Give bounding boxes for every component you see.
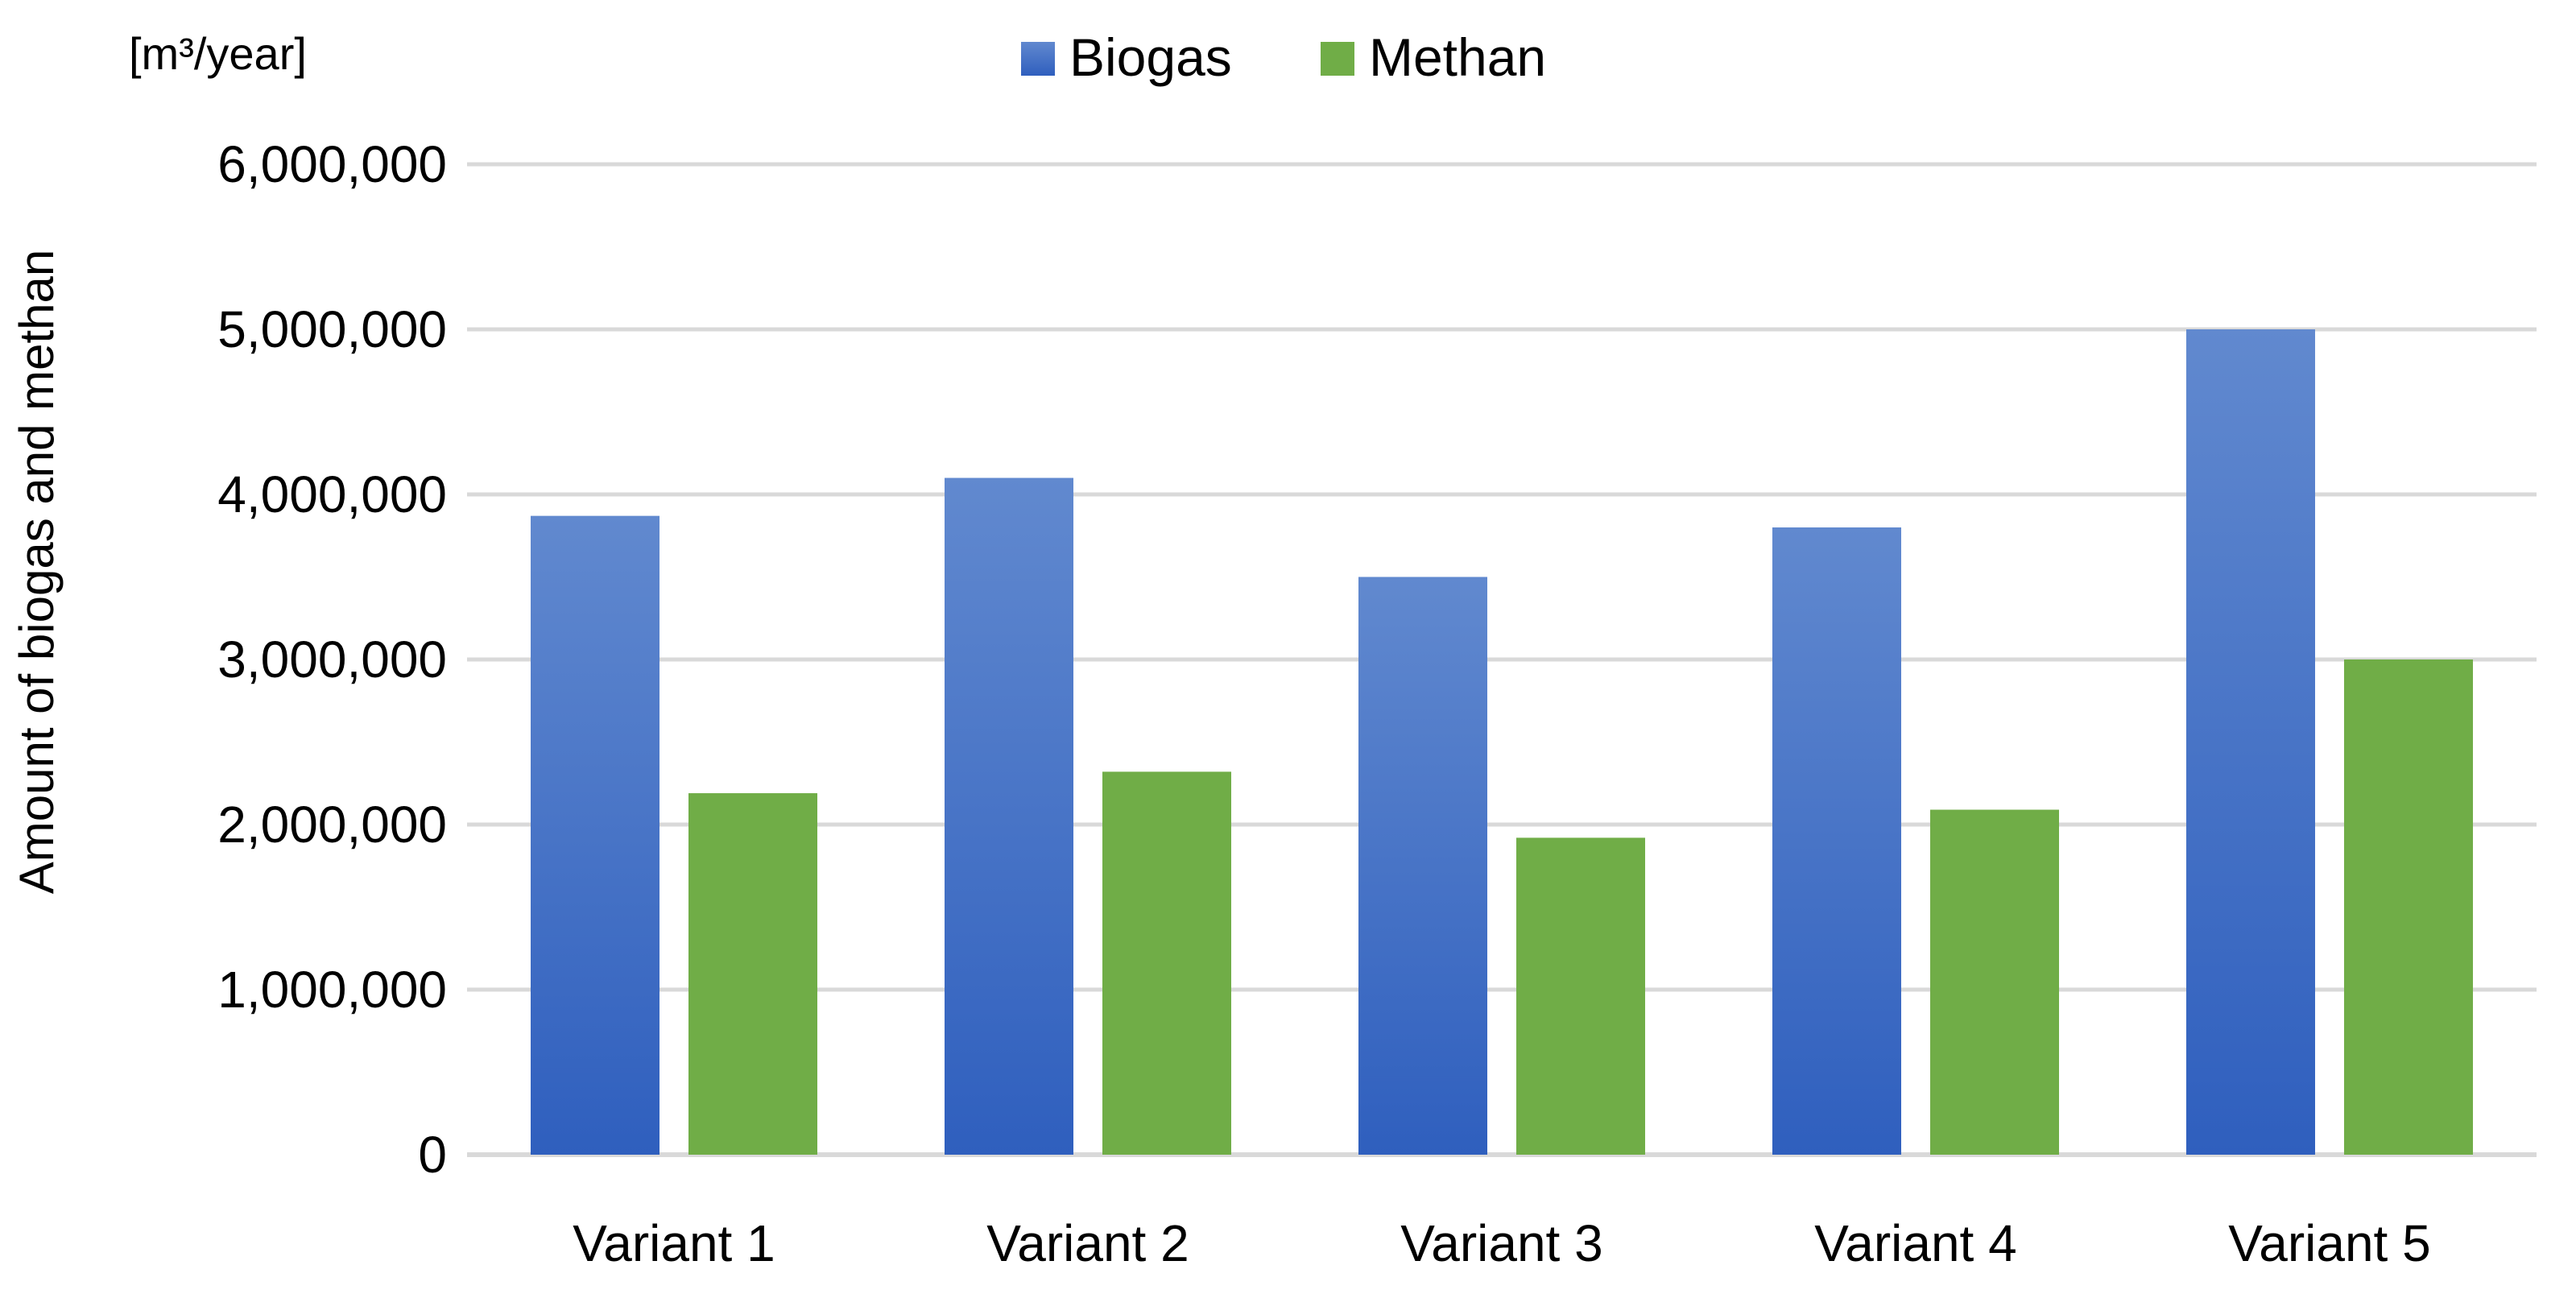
bar-methan	[1102, 771, 1231, 1155]
x-tick-label: Variant 4	[1814, 1214, 2016, 1272]
legend-label-biogas: Biogas	[1069, 27, 1232, 87]
x-tick-label: Variant 5	[2228, 1214, 2430, 1272]
bars	[531, 329, 2473, 1155]
legend: Biogas Methan	[1021, 27, 1546, 87]
bar-methan	[688, 793, 817, 1155]
x-tick-label: Variant 3	[1400, 1214, 1602, 1272]
legend-label-methan: Methan	[1369, 27, 1546, 87]
y-tick-label: 3,000,000	[217, 630, 447, 688]
y-axis-label: Amount of biogas and methan	[10, 250, 64, 895]
bar-biogas	[945, 477, 1073, 1155]
bar-biogas	[2186, 329, 2315, 1155]
legend-swatch-methan	[1321, 42, 1354, 76]
bar-methan	[1516, 837, 1645, 1155]
x-tick-label: Variant 1	[573, 1214, 775, 1272]
y-tick-label: 0	[418, 1126, 447, 1184]
bar-biogas	[531, 515, 660, 1155]
bar-biogas	[1358, 577, 1487, 1155]
y-tick-label: 1,000,000	[217, 961, 447, 1019]
x-tick-label: Variant 2	[986, 1214, 1189, 1272]
bar-methan	[2344, 659, 2473, 1155]
y-axis-ticks: 0 1,000,000 2,000,000 3,000,000 4,000,000 5,0…	[217, 135, 447, 1184]
bar-biogas	[1772, 527, 1901, 1155]
legend-swatch-biogas	[1021, 42, 1055, 76]
y-tick-label: 6,000,000	[217, 135, 447, 193]
y-tick-label: 2,000,000	[217, 796, 447, 854]
y-tick-label: 5,000,000	[217, 300, 447, 358]
bar-methan	[1930, 809, 2059, 1155]
unit-label: [m³/year]	[129, 28, 307, 79]
y-tick-label: 4,000,000	[217, 465, 447, 523]
x-axis-ticks: Variant 1 Variant 2 Variant 3 Variant 4 Vari…	[573, 1214, 2430, 1272]
